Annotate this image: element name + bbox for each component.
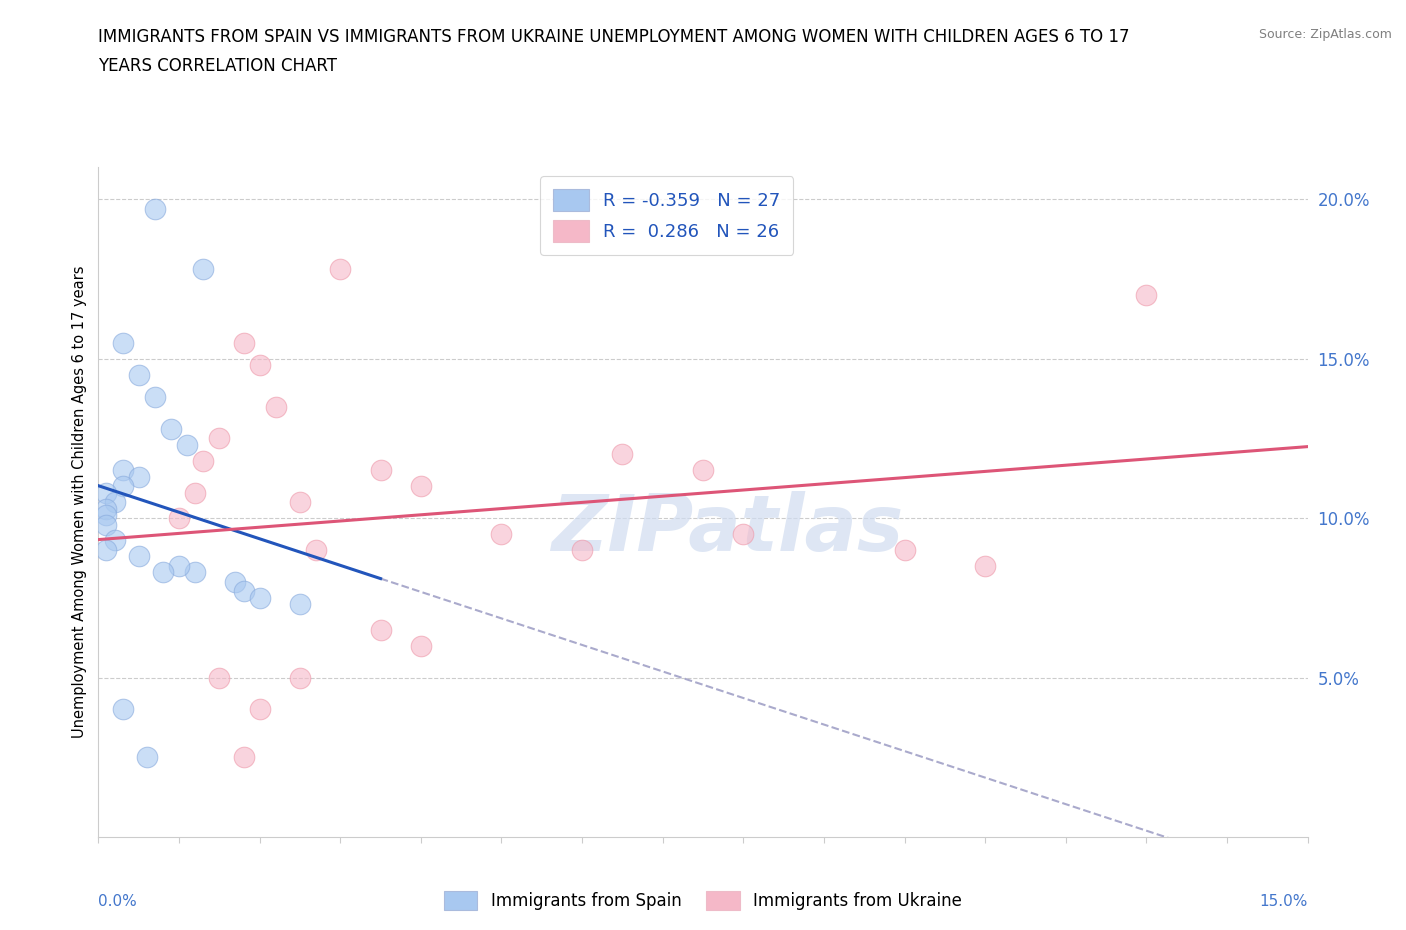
Point	[135, 750, 157, 764]
Point	[111, 336, 134, 351]
Point	[96, 485, 118, 500]
Point	[893, 542, 915, 557]
Point	[111, 479, 134, 494]
Point	[160, 421, 183, 436]
Point	[733, 526, 755, 541]
Point	[232, 336, 254, 351]
Point	[193, 453, 215, 468]
Point	[111, 463, 134, 478]
Point	[288, 671, 311, 685]
Point	[288, 495, 311, 510]
Legend: R = -0.359   N = 27, R =  0.286   N = 26: R = -0.359 N = 27, R = 0.286 N = 26	[540, 177, 793, 255]
Point	[96, 508, 118, 523]
Point	[409, 638, 432, 653]
Point	[370, 622, 392, 637]
Text: 0.0%: 0.0%	[98, 895, 138, 910]
Point	[128, 367, 150, 382]
Point	[224, 575, 246, 590]
Point	[143, 390, 166, 405]
Y-axis label: Unemployment Among Women with Children Ages 6 to 17 years: Unemployment Among Women with Children A…	[72, 266, 87, 738]
Text: IMMIGRANTS FROM SPAIN VS IMMIGRANTS FROM UKRAINE UNEMPLOYMENT AMONG WOMEN WITH C: IMMIGRANTS FROM SPAIN VS IMMIGRANTS FROM…	[98, 28, 1130, 75]
Point	[103, 495, 125, 510]
Point	[612, 447, 634, 462]
Text: 15.0%: 15.0%	[1260, 895, 1308, 910]
Point	[370, 463, 392, 478]
Point	[96, 501, 118, 516]
Point	[167, 511, 190, 525]
Point	[111, 702, 134, 717]
Point	[491, 526, 513, 541]
Point	[409, 479, 432, 494]
Point	[232, 584, 254, 599]
Point	[974, 559, 997, 574]
Point	[128, 470, 150, 485]
Point	[184, 485, 207, 500]
Point	[184, 565, 207, 579]
Point	[264, 399, 287, 414]
Point	[208, 671, 231, 685]
Point	[208, 431, 231, 445]
Point	[96, 542, 118, 557]
Legend: Immigrants from Spain, Immigrants from Ukraine: Immigrants from Spain, Immigrants from U…	[437, 884, 969, 917]
Point	[96, 517, 118, 532]
Point	[103, 533, 125, 548]
Text: ZIPatlas: ZIPatlas	[551, 491, 903, 567]
Point	[288, 597, 311, 612]
Text: Source: ZipAtlas.com: Source: ZipAtlas.com	[1258, 28, 1392, 41]
Point	[128, 549, 150, 564]
Point	[152, 565, 174, 579]
Point	[249, 702, 271, 717]
Point	[249, 591, 271, 605]
Point	[249, 358, 271, 373]
Point	[143, 202, 166, 217]
Point	[176, 437, 198, 452]
Point	[305, 542, 328, 557]
Point	[571, 542, 593, 557]
Point	[1135, 287, 1157, 302]
Point	[232, 750, 254, 764]
Point	[167, 559, 190, 574]
Point	[193, 262, 215, 277]
Point	[329, 262, 352, 277]
Point	[692, 463, 714, 478]
